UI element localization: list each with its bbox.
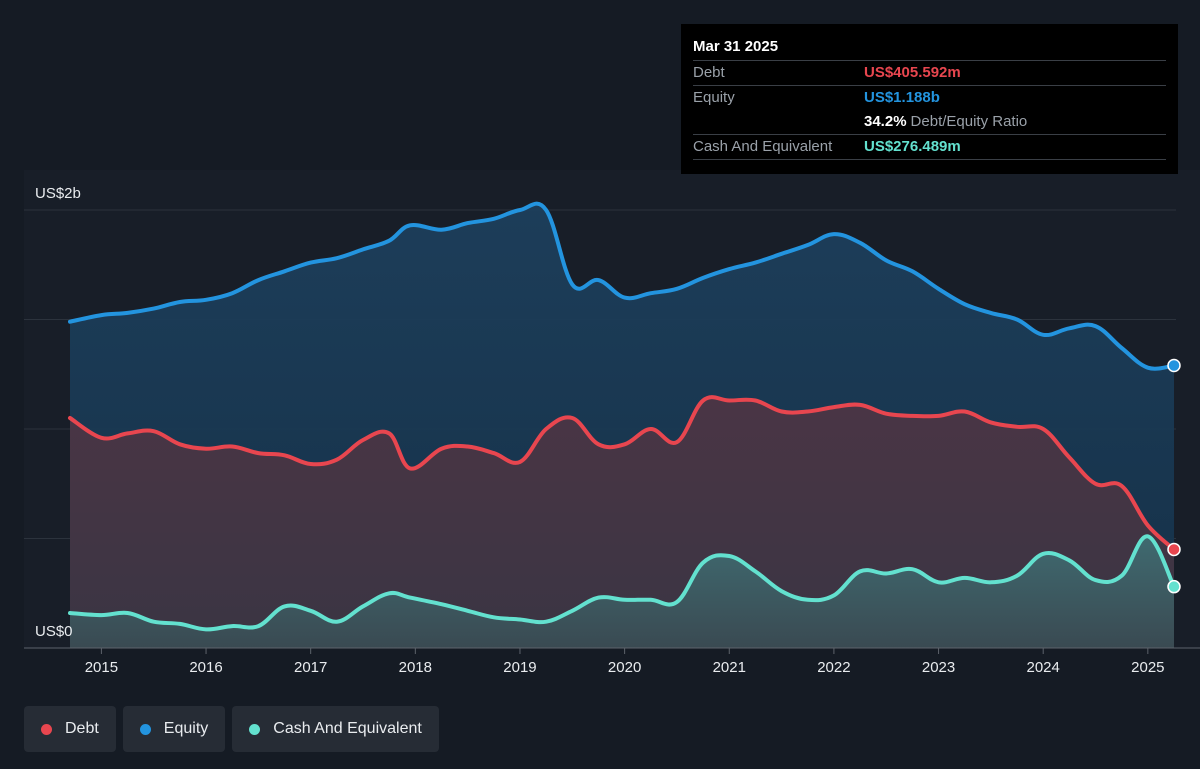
- legend-dot-debt: [41, 723, 52, 735]
- legend-item-equity[interactable]: Equity: [122, 706, 226, 752]
- tooltip-equity-label: Equity: [693, 89, 735, 106]
- x-axis-ticks: 2015 2016 2017 2018 2019 2020 2021 2022 2023 2024…: [85, 648, 1165, 676]
- x-tick-label-2017: 2017: [294, 659, 327, 676]
- tooltip-debt-value: US$405.592m: [864, 64, 961, 81]
- tooltip-cash-value: US$276.489m: [864, 138, 961, 155]
- cash-line: [68, 534, 1176, 632]
- legend-item-debt[interactable]: Debt: [24, 706, 116, 752]
- y-tick-label-0: US$2b: [35, 185, 81, 202]
- legend-label-equity: Equity: [163, 720, 209, 737]
- cash-endpoint: [1167, 579, 1181, 594]
- x-tick-label-2021: 2021: [713, 659, 746, 676]
- tooltip-debt-row: Debt US$405.592m: [693, 60, 1166, 85]
- x-tick-label-2015: 2015: [85, 659, 118, 676]
- tooltip-debt-label: Debt: [693, 64, 725, 81]
- debt-endpoint: [1167, 542, 1181, 557]
- hover-tooltip: Mar 31 2025 Debt US$405.592m Equity US$1…: [681, 24, 1178, 174]
- tooltip-cash-label: Cash And Equivalent: [693, 138, 833, 155]
- tooltip-cash-row: Cash And Equivalent US$276.489m: [693, 134, 1166, 160]
- chart-legend: Debt Equity Cash And Equivalent: [24, 706, 439, 752]
- x-tick-label-2022: 2022: [817, 659, 850, 676]
- equity-line: [68, 201, 1176, 371]
- x-tick-label-2020: 2020: [608, 659, 641, 676]
- legend-label-cash: Cash And Equivalent: [273, 720, 422, 737]
- series-lines: [68, 201, 1176, 632]
- x-tick-label-2025: 2025: [1131, 659, 1164, 676]
- y-tick-label-1: US$0: [35, 623, 73, 640]
- tooltip-date: Mar 31 2025: [693, 38, 779, 55]
- tooltip-ratio-label: Debt/Equity Ratio: [910, 113, 1028, 130]
- legend-dot-equity: [139, 723, 151, 735]
- x-tick-label-2023: 2023: [922, 659, 955, 676]
- tooltip-ratio-value: 34.2%: [864, 113, 907, 130]
- y-axis-labels: US$2b US$0: [35, 185, 81, 640]
- debt-line: [68, 395, 1176, 552]
- x-tick-label-2019: 2019: [503, 659, 536, 676]
- x-tick-label-2024: 2024: [1027, 659, 1060, 676]
- equity-endpoint: [1167, 358, 1181, 373]
- legend-item-cash[interactable]: Cash And Equivalent: [232, 706, 439, 752]
- x-tick-label-2016: 2016: [189, 659, 222, 676]
- tooltip-equity-row: Equity US$1.188b: [693, 85, 1166, 110]
- tooltip-equity-value: US$1.188b: [864, 89, 940, 106]
- tooltip-ratio-row: 34.2% Debt/Equity Ratio: [693, 110, 1166, 134]
- series-endpoints: [1167, 358, 1181, 594]
- x-tick-label-2018: 2018: [399, 659, 432, 676]
- legend-label-debt: Debt: [65, 720, 99, 737]
- legend-dot-cash: [249, 723, 261, 735]
